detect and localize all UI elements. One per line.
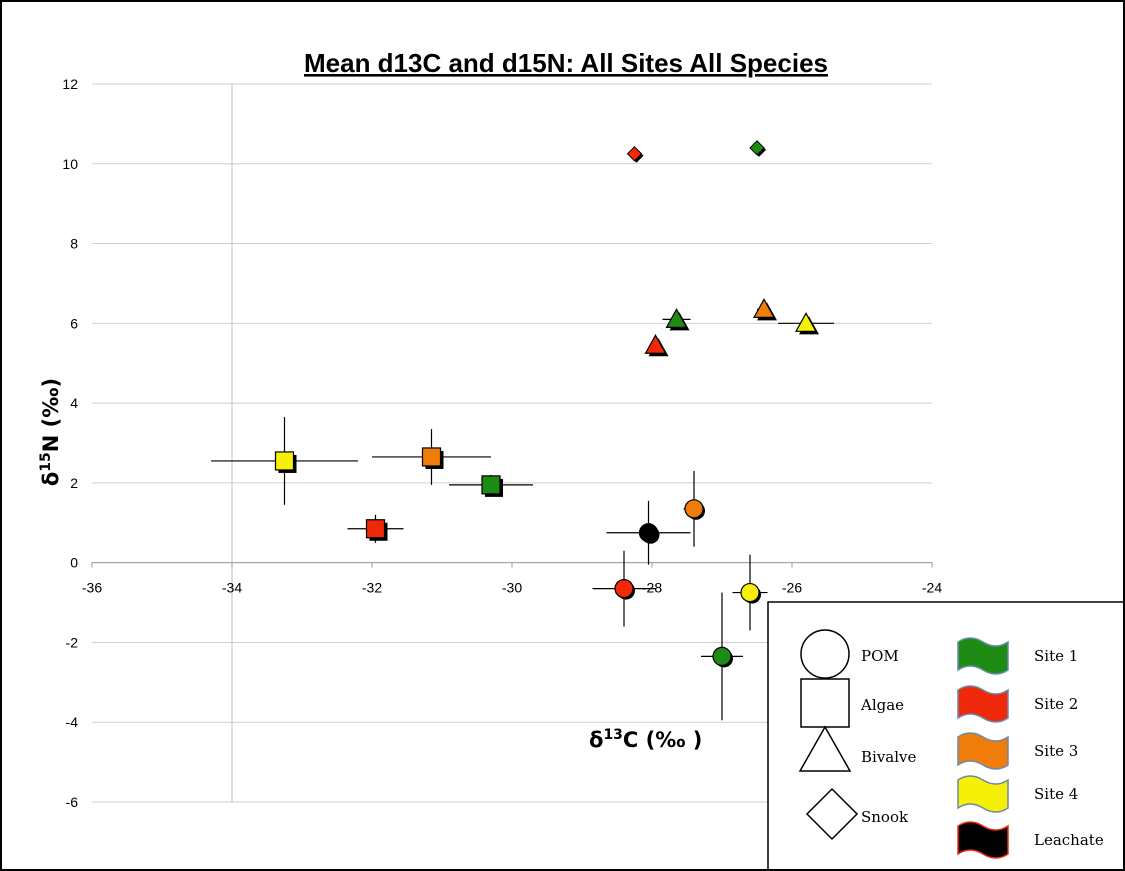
data-point-algae-site-4 <box>211 417 358 505</box>
data-point-pom-site-4 <box>732 554 768 631</box>
data-point-snook-site-2 <box>626 146 644 163</box>
marker-circle <box>614 578 634 599</box>
marker-square <box>365 519 386 539</box>
marker-circle <box>740 582 760 603</box>
legend-label-snook: Snook <box>861 808 909 826</box>
data-point-bivalve-site-1 <box>662 308 691 331</box>
x-tick-label: -32 <box>362 580 382 596</box>
x-axis <box>91 562 933 568</box>
y-tick-label: 10 <box>62 156 78 172</box>
legend-label-bivalve: Bivalve <box>861 748 917 766</box>
y-tick-label: 6 <box>70 315 78 331</box>
y-tick-label: -6 <box>66 794 79 810</box>
x-tick-label: -26 <box>782 580 802 596</box>
marker-triangle <box>752 298 776 318</box>
marker-square <box>421 447 442 467</box>
marker-circle <box>638 523 659 543</box>
marker-circle <box>684 499 704 519</box>
data-points <box>211 140 834 721</box>
data-point-pom-site-3 <box>683 470 705 547</box>
y-tick-label: 8 <box>70 236 78 252</box>
y-axis-label: δ15N (‰) <box>38 378 63 486</box>
data-point-snook-site-1 <box>749 140 766 157</box>
x-axis-label: δ13C (‰ ) <box>589 727 702 752</box>
marker-circle <box>712 646 732 667</box>
x-tick-label: -24 <box>922 580 942 596</box>
y-tick-labels: -6 -4 -2 0 2 4 6 8 10 12 <box>62 76 78 810</box>
grid-lines <box>92 83 932 803</box>
legend-bivalve-icon <box>798 725 852 772</box>
legend-swatch-site-2 <box>957 685 1009 723</box>
data-point-bivalve-site-2 <box>644 334 669 357</box>
marker-triangle <box>665 308 688 328</box>
data-point-pom-site-1 <box>701 592 743 721</box>
y-tick-label: 0 <box>70 555 78 571</box>
legend-snook-icon <box>805 787 859 841</box>
data-point-algae-site-2 <box>347 514 404 543</box>
legend-label-pom: POM <box>861 647 899 665</box>
marker-square <box>274 451 295 471</box>
x-tick-label: -34 <box>222 580 242 596</box>
legend-label-site-1: Site 1 <box>1034 647 1078 665</box>
y-tick-label: -4 <box>66 714 79 730</box>
marker-diamond <box>626 146 643 162</box>
data-point-pom-site-2 <box>592 550 656 627</box>
legend-swatch-leachate <box>957 821 1009 859</box>
x-tick-label: -30 <box>502 580 522 596</box>
y-tick-label: -2 <box>66 634 79 650</box>
data-point-bivalve-site-3 <box>752 298 777 321</box>
y-tick-label: 2 <box>70 475 78 491</box>
legend-label-site-2: Site 2 <box>1034 695 1078 713</box>
x-tick-labels: -36 -34 -32 -30 -28 -26 -24 <box>82 580 942 596</box>
legend-label-leachate: Leachate <box>1034 831 1104 849</box>
legend-label-algae: Algae <box>860 696 904 714</box>
legend-pom-icon <box>800 629 850 679</box>
y-tick-label: 12 <box>62 76 78 92</box>
legend-swatch-site-1 <box>957 637 1009 675</box>
data-point-bivalve-site-4 <box>778 312 834 335</box>
data-point-algae-site-3 <box>372 429 491 485</box>
legend-swatch-site-3 <box>957 732 1009 770</box>
chart-title: Mean d13C and d15N: All Sites All Specie… <box>304 48 828 78</box>
marker-square <box>481 475 501 495</box>
marker-triangle <box>794 312 818 332</box>
legend-label-site-3: Site 3 <box>1034 742 1078 760</box>
marker-diamond <box>749 140 765 156</box>
legend-algae-icon <box>800 678 850 728</box>
marker-triangle <box>644 334 667 354</box>
data-point-algae-site-1 <box>449 474 533 497</box>
x-tick-label: -28 <box>642 580 662 596</box>
y-tick-label: 4 <box>70 395 78 411</box>
x-tick-label: -36 <box>82 580 102 596</box>
legend: POM Algae Bivalve Snook Site 1 Site 2 Site 3 Si… <box>767 601 1123 869</box>
legend-label-site-4: Site 4 <box>1034 785 1078 803</box>
data-point-pom-leachate <box>606 500 691 565</box>
legend-swatch-site-4 <box>957 775 1009 813</box>
